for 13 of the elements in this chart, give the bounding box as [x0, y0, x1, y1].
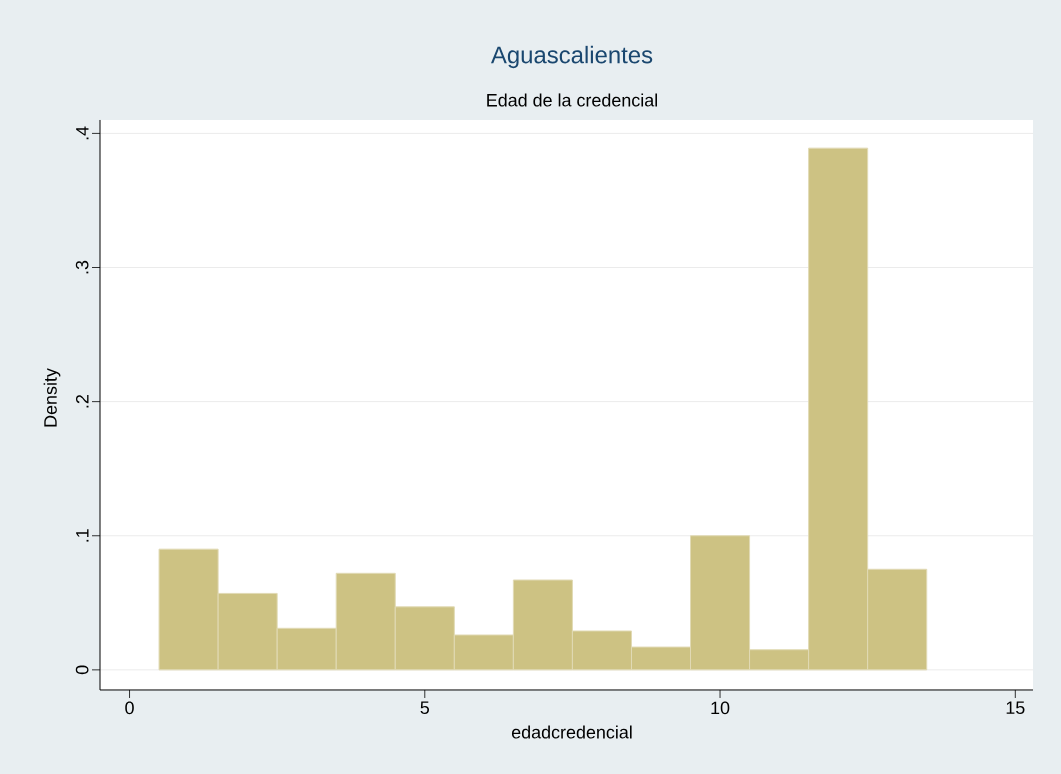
y-tick-label: .1	[76, 529, 89, 542]
y-tick-label: 0	[75, 665, 89, 675]
x-tick-label: 0	[125, 701, 134, 715]
chart-subtitle: Edad de la credencial	[487, 93, 657, 107]
y-tick-label: .4	[76, 126, 89, 140]
y-axis-title: Density	[43, 368, 61, 427]
y-tick-label: .3	[75, 260, 89, 274]
x-tick-label: 10	[711, 701, 730, 715]
x-tick-label: 5	[420, 701, 430, 715]
x-axis-title: edadcredencial	[511, 725, 632, 739]
chart-title: Aguascalientes	[490, 45, 653, 69]
y-tick-label: .2	[75, 395, 89, 408]
x-tick-label: 15	[1006, 701, 1025, 715]
